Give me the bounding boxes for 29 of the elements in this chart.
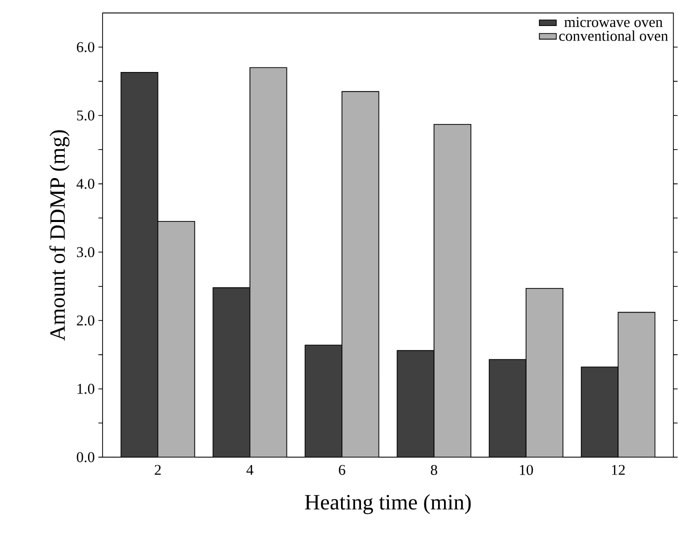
bar — [526, 288, 563, 458]
y-tick-label: 5.0 — [77, 110, 94, 121]
bar — [580, 366, 619, 458]
bar — [434, 124, 471, 458]
x-tick-label: 4 — [246, 465, 254, 475]
bar — [305, 345, 342, 458]
bar — [342, 92, 379, 458]
y-tick-label: 4.0 — [76, 178, 94, 189]
bar — [120, 72, 158, 458]
bar — [158, 221, 195, 458]
bar — [250, 68, 287, 458]
y-tick-label: 2.0 — [76, 316, 94, 326]
bar — [489, 360, 526, 458]
y-axis-title: Amount of DDMP (mg) — [49, 130, 70, 341]
bar — [397, 350, 434, 458]
x-tick-label: 10 — [520, 465, 533, 476]
x-tick-label: 8 — [430, 465, 438, 476]
y-tick-label: 3.0 — [76, 247, 94, 258]
y-tick-label: 6.0 — [76, 42, 94, 52]
legend-label: microwave oven — [564, 17, 663, 28]
x-tick-label: 2 — [154, 465, 161, 475]
legend-label: conventional oven — [559, 30, 668, 41]
y-tick-label: 1.0 — [78, 384, 94, 394]
x-axis-title: Heating time (min) — [304, 494, 471, 514]
bar — [213, 288, 250, 458]
bar — [618, 312, 656, 458]
x-tick-label: 6 — [338, 465, 346, 476]
y-tick-label: 0.0 — [76, 452, 94, 462]
x-tick-label: 12 — [612, 465, 625, 475]
